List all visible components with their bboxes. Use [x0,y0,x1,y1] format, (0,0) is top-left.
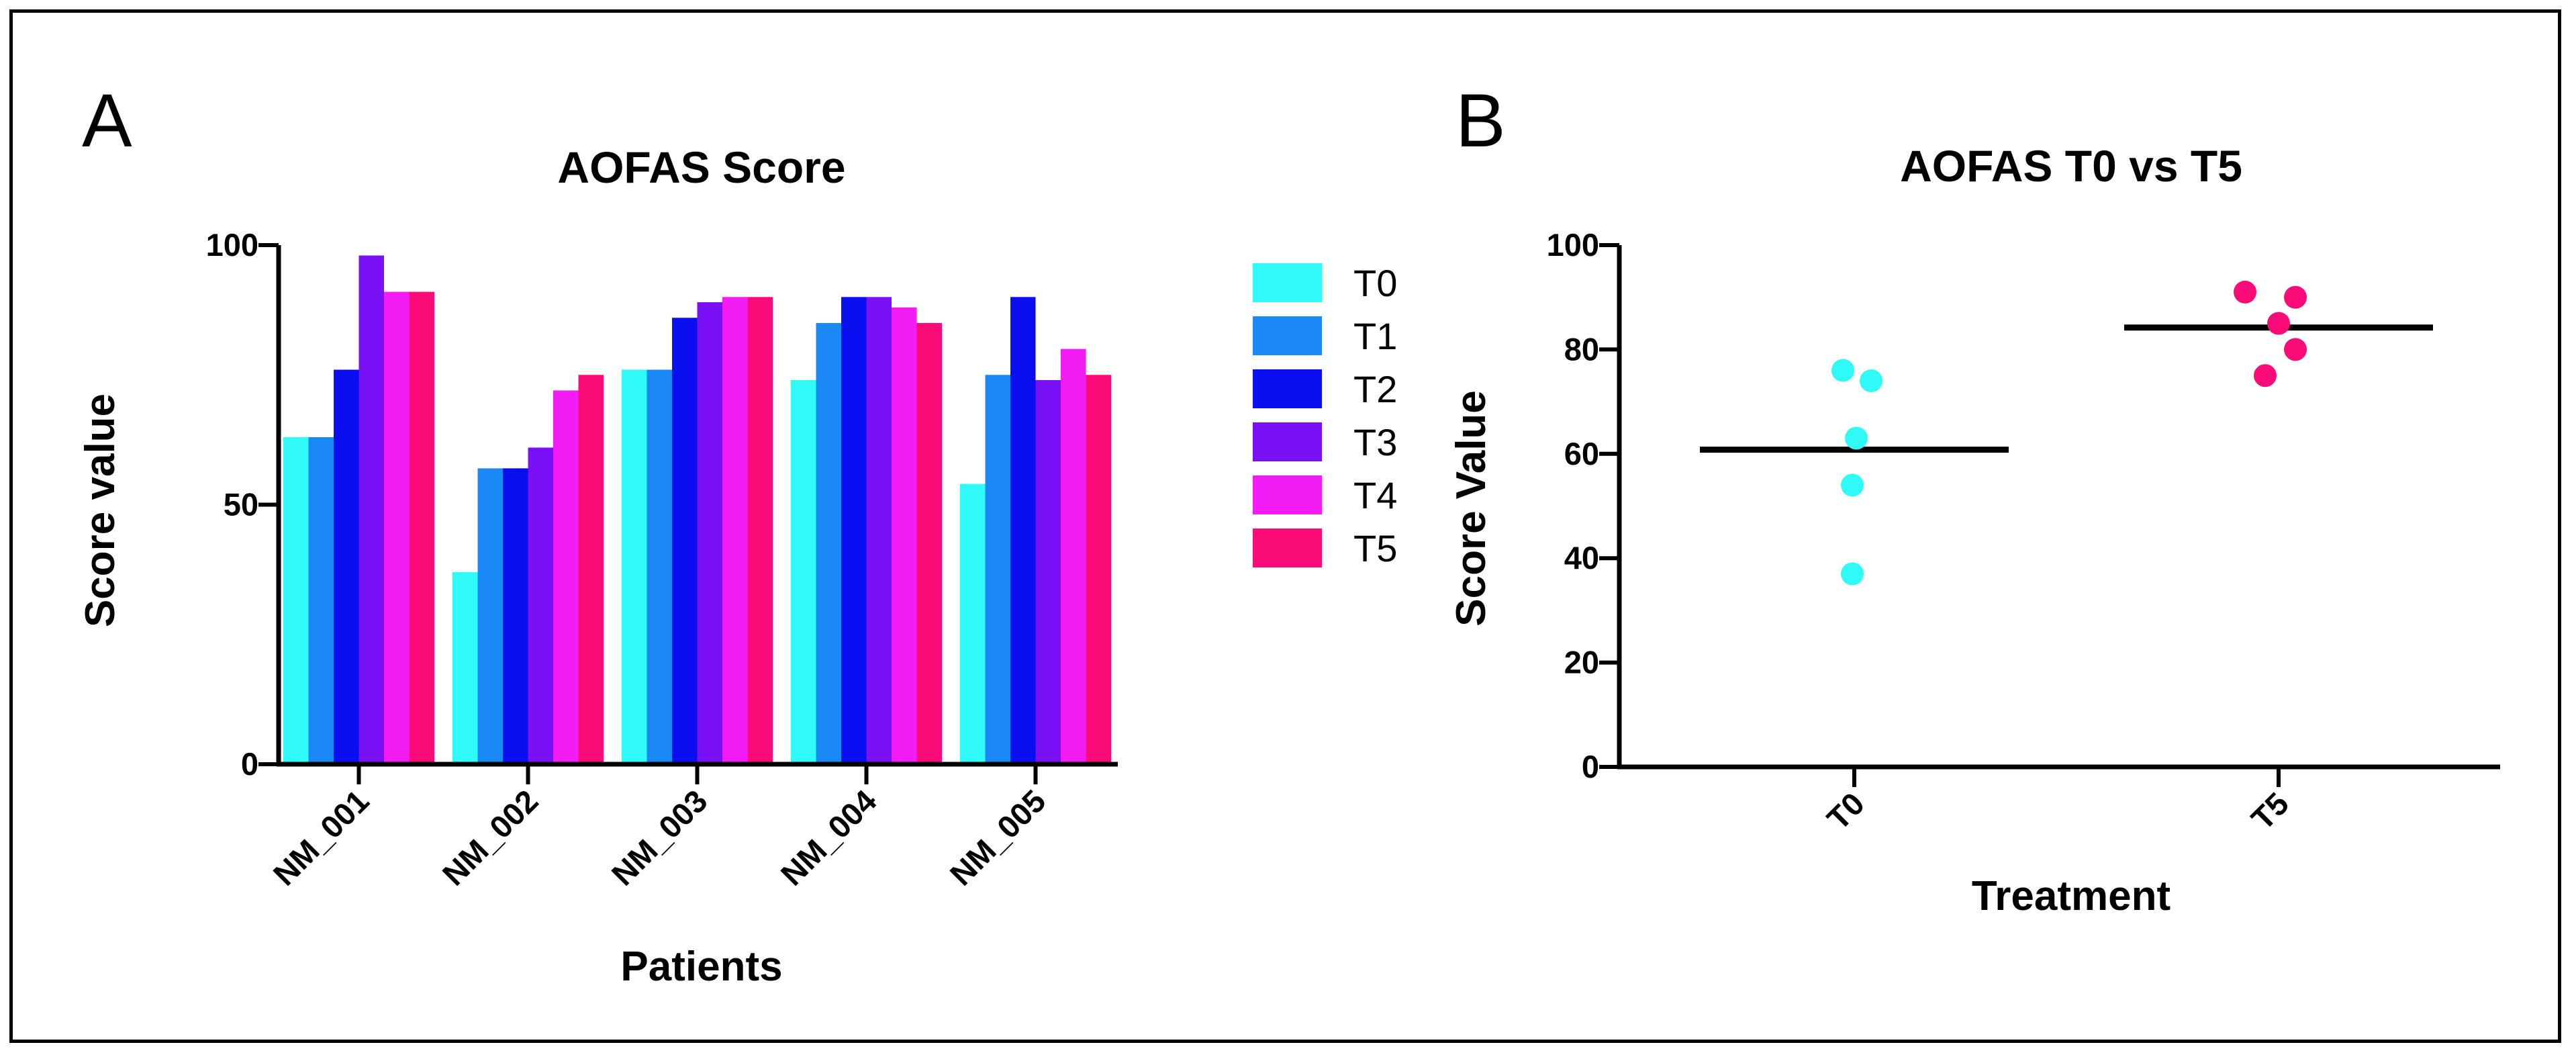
bar-nm-003-t0 [622,369,647,764]
point-t5-4 [2254,364,2277,387]
scatter-chart-mean-lines [1700,324,2433,453]
scatter-chart-x-tick-label-t0: T0 [1820,786,1871,837]
scatter-chart-y-tick-label-80: 80 [1564,331,1599,367]
scatter-chart-x-axis-label: Treatment [1972,873,2170,919]
bar-nm-001-t2 [334,369,359,764]
bar-nm-003-t1 [647,369,672,764]
bar-chart-x-axis-label: Patients [620,944,782,990]
legend-label-t1: T1 [1353,315,1397,357]
point-t0-4 [1841,562,1864,586]
scatter-chart-aofas-t0-vs-t5: AOFAS T0 vs T5 Treatment Score Value 0 20… [1448,141,2500,919]
bar-nm-004-t5 [916,322,942,764]
bar-chart-x-tick-label-nm-004: NM_004 [773,783,883,892]
bar-nm-004-t3 [866,297,892,764]
scatter-chart-title: AOFAS T0 vs T5 [1900,141,2242,191]
bar-nm-005-t5 [1086,375,1111,764]
bar-nm-003-t2 [672,318,698,765]
bar-nm-002-t3 [528,447,553,764]
bar-nm-003-t3 [697,302,722,764]
bar-nm-002-t2 [503,468,528,764]
bar-chart-title: AOFAS Score [557,142,845,192]
point-t5-1 [2284,285,2307,309]
bar-nm-003-t4 [722,297,748,764]
bar-nm-002-t1 [477,468,503,764]
legend-swatch-t3 [1253,422,1322,461]
scatter-chart-x-tick-label-t5: T5 [2244,786,2295,837]
bar-chart-x-tick-label-nm-005: NM_005 [943,783,1052,892]
bar-chart-y-ticks: 0 50 100 [206,227,279,782]
bar-chart-y-tick-label-100: 100 [206,227,258,263]
scatter-chart-points [1831,280,2307,586]
legend-swatch-t4 [1253,475,1322,514]
bar-nm-005-t3 [1035,379,1061,764]
scatter-chart-x-ticks: T0 T5 [1820,767,2295,837]
panel-label-b: B [1456,79,1506,163]
bar-nm-004-t4 [892,307,917,764]
scatter-chart-y-axis-label: Score Value [1448,390,1494,627]
point-t5-0 [2234,280,2256,304]
bar-nm-002-t5 [578,375,604,764]
bar-nm-004-t0 [791,379,816,764]
legend-swatch-t0 [1253,263,1322,302]
bar-nm-005-t0 [960,484,986,764]
bar-chart-x-tick-label-nm-001: NM_001 [266,783,375,892]
bar-nm-001-t3 [359,255,384,765]
legend-swatch-t2 [1253,369,1322,408]
bar-nm-003-t5 [747,297,773,764]
bar-nm-005-t4 [1061,349,1086,764]
scatter-chart-y-tick-label-40: 40 [1564,540,1599,576]
bar-nm-004-t2 [841,297,867,764]
legend-label-t5: T5 [1353,527,1397,569]
bar-nm-001-t1 [308,437,334,764]
legend-label-t3: T3 [1353,421,1397,463]
bar-chart-y-axis-label: Score value [77,394,124,627]
point-t5-3 [2284,338,2307,361]
bar-nm-004-t1 [816,322,841,764]
bar-chart-x-tick-label-nm-003: NM_003 [604,783,714,892]
bar-nm-001-t0 [283,437,309,764]
bar-chart-legend: T0 T1 T2 T3 T4 T5 [1253,262,1397,569]
point-t0-3 [1841,473,1864,497]
scatter-chart-y-tick-label-60: 60 [1564,436,1599,471]
legend-label-t0: T0 [1353,262,1397,304]
legend-swatch-t1 [1253,316,1322,355]
legend-label-t2: T2 [1353,368,1397,410]
scatter-chart-y-tick-label-20: 20 [1564,645,1599,680]
bar-chart-y-tick-label-0: 0 [241,746,258,782]
figure-frame [9,9,2561,1043]
panel-label-a: A [82,79,132,163]
bar-nm-005-t1 [985,375,1010,764]
bar-chart-x-ticks: NM_001 NM_002 NM_003 NM_004 NM_005 [266,764,1053,892]
scatter-chart-axes [1617,245,2500,770]
scatter-chart-y-tick-label-100: 100 [1547,227,1599,263]
point-t0-1 [1860,369,1882,393]
point-t0-2 [1845,426,1868,450]
bar-nm-005-t2 [1010,297,1036,764]
scatter-chart-y-ticks: 0 20 40 60 80 100 [1547,227,1619,784]
bar-nm-002-t0 [452,571,478,764]
bar-chart-y-tick-label-50: 50 [224,487,258,522]
bar-chart-aofas-score: AOFAS Score Patients Score value 050100 … [77,142,1397,990]
legend-label-t4: T4 [1353,474,1397,516]
bar-chart-bars [283,255,1111,765]
legend-swatch-t5 [1253,529,1322,567]
bar-nm-001-t4 [384,291,410,764]
scatter-chart-y-tick-label-0: 0 [1582,749,1599,784]
bar-chart-x-tick-label-nm-002: NM_002 [435,783,544,892]
point-t5-2 [2267,312,2290,335]
bar-nm-001-t5 [409,291,434,764]
bar-nm-002-t4 [553,390,579,764]
point-t0-0 [1831,359,1854,382]
